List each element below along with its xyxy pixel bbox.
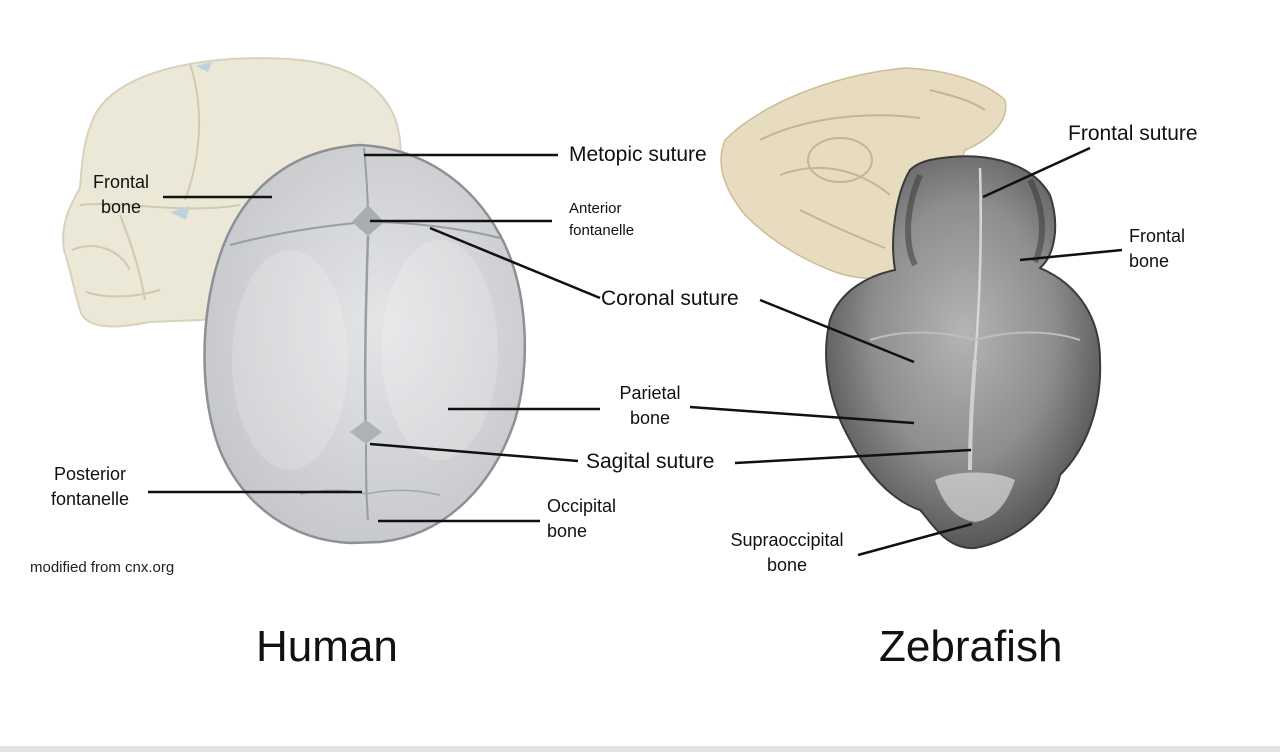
label-occipital-bone-line1: Occipital xyxy=(547,496,617,516)
zebrafish-side-skull xyxy=(720,67,1007,279)
label-parietal-bone-line2: bone xyxy=(629,408,671,428)
label-occipital-bone-line2: bone xyxy=(547,521,588,541)
leader-fish-sagital-suture xyxy=(734,448,972,465)
label-metopic-suture: Metopic suture xyxy=(569,143,707,166)
label-supraoccipital-bone: Supraoccipital bone xyxy=(718,528,856,578)
label-frontal-bone-line1: Frontal xyxy=(92,172,150,192)
human-leader-lines xyxy=(148,153,601,523)
label-anterior-fontanelle-line1: Anterior xyxy=(569,200,622,217)
label-fish-frontal-bone: Frontal bone xyxy=(1129,224,1185,274)
zebrafish-dorsal-scan xyxy=(825,155,1102,550)
title-zebrafish: Zebrafish xyxy=(879,622,1063,671)
human-top-skull xyxy=(203,143,527,545)
label-posterior-fontanelle-line1: Posterior xyxy=(53,464,127,484)
label-anterior-fontanelle-line2: fontanelle xyxy=(569,222,635,239)
leader-fish-frontal-bone xyxy=(1019,248,1123,262)
label-coronal-suture: Coronal suture xyxy=(601,287,739,310)
label-posterior-fontanelle-line2: fontanelle xyxy=(50,489,130,509)
label-anterior-fontanelle: Anterior fontanelle xyxy=(569,198,634,242)
label-fish-frontal-bone-line2: bone xyxy=(1129,251,1170,271)
label-frontal-suture: Frontal suture xyxy=(1068,122,1198,145)
bottom-divider xyxy=(0,746,1280,752)
label-frontal-bone-line2: bone xyxy=(100,197,142,217)
label-parietal-bone-line1: Parietal xyxy=(619,383,681,403)
label-fish-frontal-bone-line1: Frontal xyxy=(1129,226,1186,246)
leader-sagital-suture xyxy=(369,442,579,463)
leader-supraoccipital-bone xyxy=(857,522,973,557)
label-frontal-bone: Frontal bone xyxy=(83,170,159,220)
leader-fish-parietal-bone xyxy=(689,405,915,425)
leader-coronal-suture xyxy=(429,226,601,300)
label-supraoccipital-bone-line1: Supraoccipital xyxy=(730,530,844,550)
image-credit: modified from cnx.org xyxy=(30,559,175,576)
label-occipital-bone: Occipital bone xyxy=(547,494,616,544)
zebrafish-leader-lines xyxy=(689,146,1123,557)
title-human: Human xyxy=(256,622,398,671)
label-posterior-fontanelle: Posterior fontanelle xyxy=(38,462,142,512)
label-sagital-suture: Sagital suture xyxy=(586,450,715,473)
leader-fish-coronal-suture xyxy=(759,298,915,364)
leader-frontal-suture xyxy=(982,146,1091,199)
label-supraoccipital-bone-line2: bone xyxy=(766,555,808,575)
label-parietal-bone: Parietal bone xyxy=(608,381,692,431)
